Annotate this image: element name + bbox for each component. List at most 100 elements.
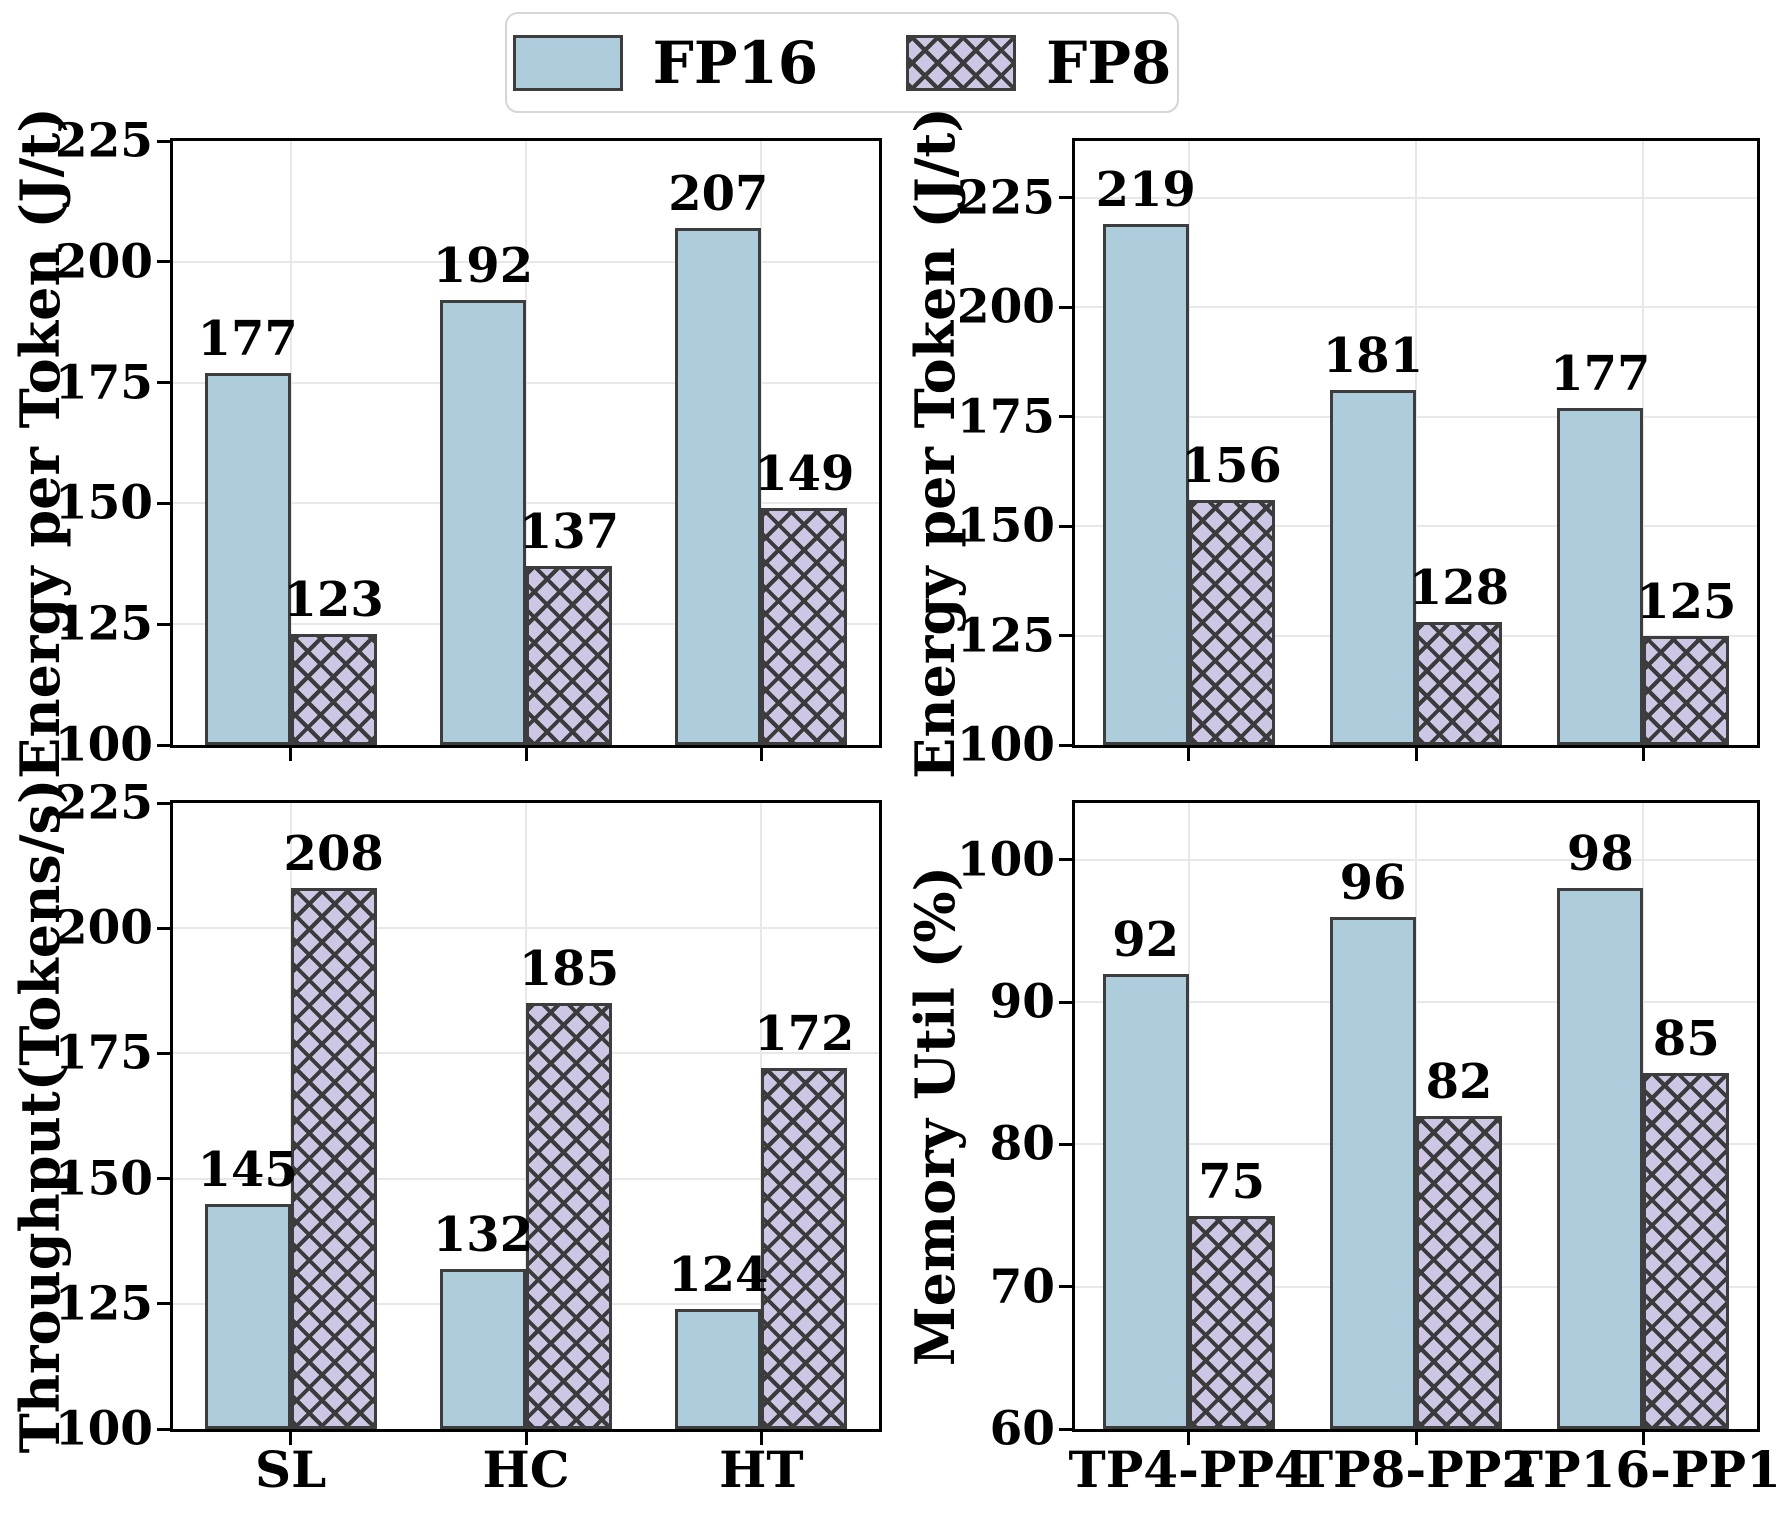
bar-value-label-fp16-TP8-PP2: 96 xyxy=(1339,854,1407,911)
y-tick-label: 175 xyxy=(54,355,153,411)
x-tick-mark-TP4-PP4 xyxy=(1187,1432,1191,1445)
bar-fp8-TP4-PP4 xyxy=(1188,499,1275,745)
y-tick-label: 90 xyxy=(989,974,1055,1030)
bar-value-label-fp8-TP16-PP1: 85 xyxy=(1652,1011,1720,1068)
y-axis-title-memory-util-parallelism: Memory Util (%) xyxy=(903,865,967,1367)
chart-throughput-by-workload: 100 125 150 175 200 225 SL 145 208 HC 132 185 HT 124 1… xyxy=(55,780,882,1495)
y-tick-label: 175 xyxy=(54,1025,153,1081)
y-tick-mark-100 xyxy=(157,743,170,747)
y-tick-mark-225 xyxy=(1059,196,1072,200)
y-tick-label: 175 xyxy=(956,389,1055,445)
gridline-x-HC xyxy=(525,141,527,745)
bar-value-label-fp16-HC: 132 xyxy=(432,1206,534,1263)
legend-item-fp16: FP16 xyxy=(512,28,819,97)
bar-fp16-HT xyxy=(675,227,762,745)
bar-fp8-SL xyxy=(290,633,377,745)
x-tick-label-TP16-PP1: TP16-PP1 xyxy=(1505,1440,1780,1499)
x-tick-label-HC: HC xyxy=(482,1440,570,1499)
bar-value-label-fp8-HT: 149 xyxy=(754,446,855,503)
legend-label-fp16: FP16 xyxy=(652,28,819,97)
y-tick-label: 225 xyxy=(54,113,153,169)
gridline-x-TP4-PP4 xyxy=(1187,803,1190,1429)
bar-fp16-TP8-PP2 xyxy=(1330,916,1416,1429)
bar-fp8-TP4-PP4 xyxy=(1188,1215,1275,1429)
y-tick-mark-175 xyxy=(157,1051,170,1055)
y-tick-label: 100 xyxy=(54,1401,153,1457)
y-tick-mark-100 xyxy=(157,1427,170,1431)
gridline-x-TP8-PP2 xyxy=(1415,141,1417,745)
y-tick-mark-175 xyxy=(1059,415,1072,419)
bar-fp16-TP8-PP2 xyxy=(1330,390,1416,745)
bar-fp8-SL xyxy=(290,888,377,1429)
y-tick-label: 200 xyxy=(54,234,153,290)
bar-value-label-fp16-HC: 192 xyxy=(432,238,534,295)
bar-value-label-fp8-SL: 208 xyxy=(283,826,384,883)
y-tick-label: 60 xyxy=(989,1401,1055,1457)
y-tick-label: 200 xyxy=(54,900,153,956)
bar-fp16-SL xyxy=(204,372,291,745)
y-tick-label: 100 xyxy=(956,717,1055,773)
bar-value-label-fp8-TP16-PP1: 125 xyxy=(1636,573,1737,630)
x-tick-mark-HC xyxy=(524,748,528,761)
chart-energy-per-token-by-workload: 100 125 150 175 200 225 177 123 192 137 207 149 xyxy=(55,118,882,769)
fp8-crosshatch-swatch-icon xyxy=(906,34,1017,91)
bar-value-label-fp8-TP8-PP2: 82 xyxy=(1425,1054,1493,1110)
y-tick-mark-90 xyxy=(1059,1000,1072,1004)
fp16-solid-swatch-icon xyxy=(512,34,623,91)
y-tick-label: 200 xyxy=(956,279,1055,335)
bar-fp16-HC xyxy=(440,300,526,745)
bar-value-label-fp8-HT: 172 xyxy=(754,1006,855,1063)
bar-fp8-HT xyxy=(761,508,848,745)
x-tick-mark-TP8-PP2 xyxy=(1414,748,1418,761)
y-tick-mark-150 xyxy=(1059,524,1072,528)
bar-fp8-HT xyxy=(761,1068,848,1429)
y-tick-mark-150 xyxy=(157,501,170,505)
bar-value-label-fp16-HT: 207 xyxy=(668,165,769,222)
x-tick-mark-TP8-PP2 xyxy=(1414,1432,1418,1445)
x-tick-label-HT: HT xyxy=(719,1440,804,1499)
bar-value-label-fp8-TP4-PP4: 75 xyxy=(1198,1153,1266,1210)
legend-label-fp8: FP8 xyxy=(1046,28,1172,97)
bar-value-label-fp16-TP4-PP4: 92 xyxy=(1112,911,1180,968)
gridline-x-HT xyxy=(760,141,763,745)
y-axis-title-energy-per-token-parallelism: Energy per Token (J/t) xyxy=(903,107,967,779)
bar-fp16-TP4-PP4 xyxy=(1102,224,1189,745)
x-tick-mark-HT xyxy=(759,1432,763,1445)
y-tick-mark-60 xyxy=(1059,1427,1072,1431)
y-tick-mark-150 xyxy=(157,1177,170,1181)
bar-fp8-HC xyxy=(526,1003,612,1429)
x-tick-mark-HT xyxy=(759,748,763,761)
y-tick-mark-100 xyxy=(1059,858,1072,862)
bar-fp16-SL xyxy=(204,1203,291,1429)
y-tick-mark-200 xyxy=(157,926,170,930)
y-tick-mark-125 xyxy=(1059,634,1072,638)
x-tick-mark-SL xyxy=(289,748,293,761)
x-tick-mark-TP4-PP4 xyxy=(1187,748,1191,761)
y-axis-title-energy-per-token-workload: Energy per Token (J/t) xyxy=(8,107,72,779)
bar-fp8-TP16-PP1 xyxy=(1643,635,1730,745)
bar-fp16-TP16-PP1 xyxy=(1557,408,1644,745)
x-tick-label-TP4-PP4: TP4-PP4 xyxy=(1068,1440,1309,1499)
y-tick-label: 150 xyxy=(54,1151,153,1207)
bar-value-label-fp16-TP8-PP2: 181 xyxy=(1322,328,1424,385)
gridline-x-TP4-PP4 xyxy=(1187,141,1190,745)
x-tick-mark-SL xyxy=(289,1432,293,1445)
legend: FP16 FP8 xyxy=(505,12,1179,113)
y-tick-label: 100 xyxy=(956,832,1055,888)
x-tick-label-SL: SL xyxy=(255,1440,327,1499)
bar-fp8-TP8-PP2 xyxy=(1416,1116,1502,1429)
bar-value-label-fp16-TP16-PP1: 98 xyxy=(1566,826,1634,883)
y-tick-mark-200 xyxy=(157,260,170,264)
bar-value-label-fp8-TP4-PP4: 156 xyxy=(1181,437,1282,494)
bar-value-label-fp16-TP4-PP4: 219 xyxy=(1095,162,1196,219)
y-tick-mark-175 xyxy=(157,381,170,385)
y-tick-label: 125 xyxy=(54,596,153,652)
bar-fp16-TP16-PP1 xyxy=(1557,888,1644,1429)
gridline-x-TP16-PP1 xyxy=(1642,141,1645,745)
chart-energy-per-token-by-parallelism: 100 125 150 175 200 225 219 156 181 128 177 125 xyxy=(957,138,1760,769)
gridline-x-SL xyxy=(289,141,292,745)
y-tick-label: 80 xyxy=(989,1116,1055,1172)
y-tick-mark-225 xyxy=(157,801,170,805)
bar-fp8-TP16-PP1 xyxy=(1643,1073,1730,1429)
bar-value-label-fp8-HC: 137 xyxy=(518,504,620,561)
